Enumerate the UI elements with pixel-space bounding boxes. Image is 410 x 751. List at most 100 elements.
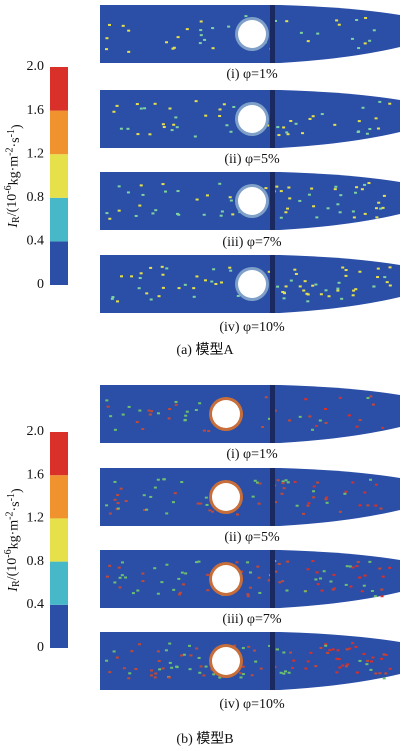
blade-spot [105, 504, 108, 506]
blade-spot [334, 188, 337, 190]
blade-spot [119, 586, 122, 588]
blade-spot [235, 561, 238, 563]
blade-spot [208, 509, 211, 511]
blade-spot [292, 660, 295, 662]
colorbar-tick-label: 1.6 [27, 103, 45, 118]
blade-spot [247, 646, 250, 648]
blade-spot [200, 20, 203, 22]
blade-spot [280, 217, 283, 219]
blade-spot [364, 42, 367, 44]
blade-spot [339, 397, 342, 399]
blade-spot [351, 38, 354, 40]
colorbar-label-part: -6 [3, 549, 14, 557]
blade-spot [345, 665, 348, 667]
subfigure-label: (i) φ=1% [226, 67, 278, 82]
blade-spot [300, 32, 303, 34]
blade-spot [223, 103, 226, 105]
blade-spot [383, 677, 386, 679]
blade-spot [105, 212, 108, 214]
blade-spot [295, 273, 298, 275]
blade-spot [282, 673, 285, 675]
blade-spot [368, 128, 371, 130]
blade-spot [254, 661, 257, 663]
blade-spot [358, 577, 361, 579]
blade-spot [265, 396, 268, 398]
blade-spot [310, 188, 313, 190]
blade-spot [158, 660, 161, 662]
blade-spot [232, 106, 235, 108]
blade-spot [389, 266, 392, 268]
blade-spot [334, 186, 337, 188]
blade-spot [109, 513, 112, 515]
blade-spot [195, 275, 198, 277]
figure: 2.01.61.20.80.40IR/(10-6kg·m-2·s-1)(i) φ… [0, 0, 410, 751]
blade-spot [352, 290, 355, 292]
blade-spot [246, 593, 249, 595]
blade-spot [375, 207, 378, 209]
blade-spot [239, 672, 242, 674]
blade-spot [358, 120, 361, 122]
blade-spot [132, 592, 135, 594]
blade-spot [359, 504, 362, 506]
blade-spot [252, 496, 255, 498]
blade-spot [389, 668, 392, 670]
blade-spot [375, 216, 378, 218]
blade-spot [228, 267, 231, 269]
blade-spot [120, 275, 123, 277]
blade-spot [199, 42, 202, 44]
blade-spot [154, 676, 157, 678]
blade-spot [198, 657, 201, 659]
blade-spot [374, 672, 377, 674]
blade-spot [381, 595, 384, 597]
blade-spot [354, 646, 357, 648]
blade-spot [348, 414, 351, 416]
blade-spot [220, 215, 223, 217]
blade-spot [111, 296, 114, 298]
blade-spot [258, 592, 261, 594]
blade-spot [145, 509, 148, 511]
blade-spot [335, 658, 338, 660]
blade-spot [302, 290, 305, 292]
blade-spot [141, 573, 144, 575]
blade-spot [283, 487, 286, 489]
blade-spot [141, 428, 144, 430]
blade-spot [113, 650, 116, 652]
blade-spot [119, 577, 122, 579]
blade-spot [225, 124, 228, 126]
blade-spot [105, 660, 108, 662]
blade-spot [114, 499, 117, 501]
blade-spot [168, 408, 171, 410]
blade-spot [140, 184, 143, 186]
blade-spot [161, 274, 164, 276]
blade-spot [286, 561, 289, 563]
blade-spot [149, 267, 152, 269]
blade-spot [140, 272, 143, 274]
blade-spot [177, 214, 180, 216]
blade-spot [287, 187, 290, 189]
blade-spot [136, 103, 139, 105]
blade-spot [117, 502, 120, 504]
blade-spot [293, 269, 296, 271]
colorbar-segment [50, 198, 68, 242]
blade-spot [296, 505, 299, 507]
blade-spot [278, 581, 281, 583]
blade-spot [105, 399, 108, 401]
blade-spot [163, 478, 166, 480]
blade-spot [195, 409, 198, 411]
colorbar-label: IR/(10-6kg·m-2·s-1) [3, 488, 25, 593]
blade-spot [203, 214, 206, 216]
blade-spot [324, 289, 327, 291]
blade-spot [298, 200, 301, 202]
blade-spot [388, 567, 391, 569]
subfigure-label: (ii) φ=5% [224, 152, 280, 167]
blade-spot [165, 267, 168, 269]
blade-spot [197, 561, 200, 563]
blade-spot [377, 202, 380, 204]
blade-spot [307, 502, 310, 504]
blade-spot [206, 504, 209, 506]
blade-spot [317, 583, 320, 585]
subfigure-label: (ii) φ=5% [224, 530, 280, 545]
blade-spot [114, 429, 117, 431]
colorbar-label-part: -2 [5, 511, 16, 519]
blade-spot [218, 115, 221, 117]
